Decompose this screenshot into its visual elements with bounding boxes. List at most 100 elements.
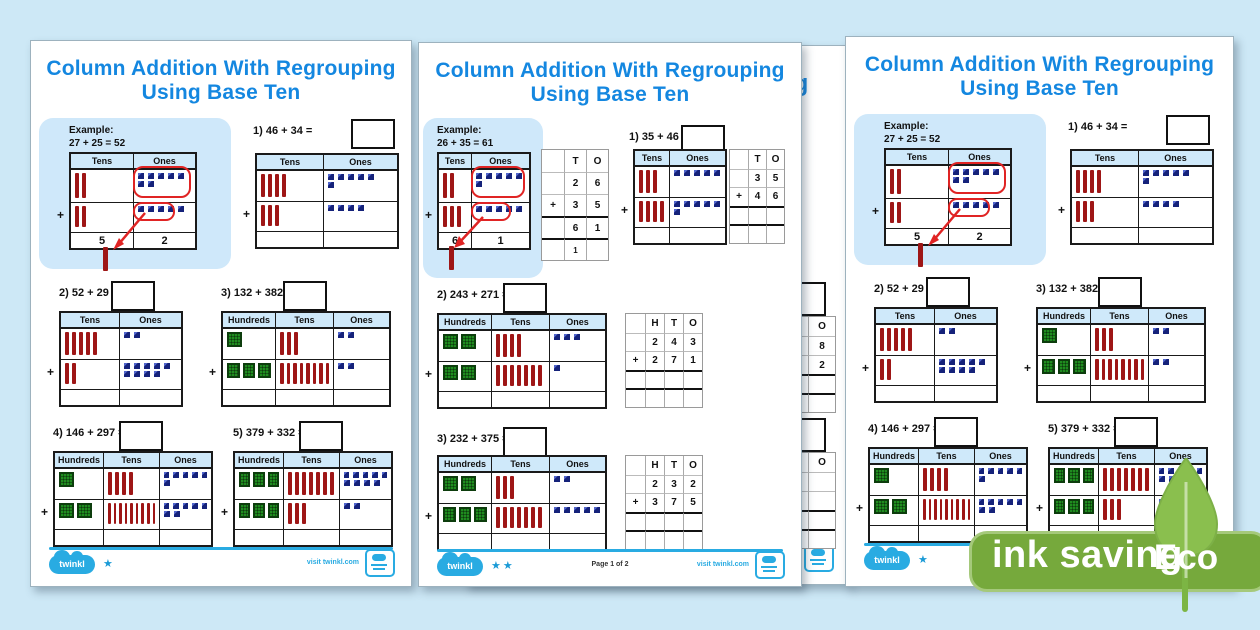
example-equation: 27 + 25 = 52 xyxy=(69,138,126,149)
ten-rod-icon xyxy=(1131,468,1135,491)
base-ten-blocks xyxy=(276,360,333,387)
ten-rod-icon xyxy=(108,503,111,524)
tens-rods xyxy=(1103,499,1150,520)
problem-2-column-grid-cell xyxy=(664,369,683,388)
ones-cubes-row xyxy=(328,205,393,211)
example-column-grid-cell xyxy=(542,172,564,194)
ones-cubes-row xyxy=(953,169,1006,175)
example-cell xyxy=(133,202,195,232)
answer-box xyxy=(503,283,547,313)
base-ten-blocks xyxy=(257,202,323,229)
problem-2-cell xyxy=(876,323,934,355)
hundreds-flats xyxy=(443,476,487,491)
problem-5-cell xyxy=(1050,495,1098,525)
ones-cubes-row xyxy=(138,173,191,179)
regrouped-ten-rod-icon xyxy=(103,247,108,271)
hundred-flat-icon xyxy=(874,499,889,514)
base-ten-blocks xyxy=(670,167,725,179)
ones-cubes-row xyxy=(344,480,387,486)
ten-rod-icon xyxy=(944,468,948,491)
ones-cubes-row xyxy=(124,363,177,369)
tens-rods xyxy=(108,503,156,524)
visit-link-label: visit twinkl.com xyxy=(696,561,749,568)
ten-rod-icon xyxy=(880,359,884,380)
one-cube-icon xyxy=(328,205,334,211)
problem-2-column-grid-cell: 4 xyxy=(664,332,683,351)
ones-cubes-row xyxy=(1143,178,1208,184)
problem-4-cell xyxy=(974,463,1026,495)
tens-rods xyxy=(880,328,930,351)
ones-cubes-row xyxy=(979,507,1022,513)
problem-3-column-grid-cell: 7 xyxy=(664,493,683,512)
problem-2-header-cell: Tens xyxy=(61,313,119,327)
ten-rod-icon xyxy=(524,507,528,528)
ten-rod-icon xyxy=(72,332,76,355)
problem-1-cell xyxy=(1138,197,1212,227)
ten-rod-icon xyxy=(510,476,514,499)
base-ten-blocks xyxy=(61,360,119,387)
ten-rod-icon xyxy=(450,173,454,198)
tens-rods xyxy=(261,174,319,197)
problem-2-column-grid-cell: 2 xyxy=(645,332,664,351)
one-cube-icon xyxy=(997,468,1004,474)
problem-1-column-grid-cell xyxy=(730,205,748,225)
ones-cubes-row xyxy=(164,511,207,517)
problem-1-answer-cell xyxy=(1138,227,1212,243)
problem-1-cell xyxy=(635,197,669,227)
example-column-grid-cell: O xyxy=(586,150,608,172)
tens-rods xyxy=(443,173,467,198)
ones-cubes-row xyxy=(344,503,387,509)
tens-rods xyxy=(1095,359,1144,380)
footer-divider xyxy=(49,547,393,550)
problem-2-answer-cell xyxy=(61,389,119,405)
tens-rods xyxy=(639,201,665,222)
ten-rod-icon xyxy=(72,363,76,384)
problem-2-answer-cell xyxy=(119,389,181,405)
one-cube-icon xyxy=(486,206,492,212)
example-cell xyxy=(133,168,195,202)
ten-rod-icon xyxy=(1097,170,1101,193)
problem-4-cell xyxy=(974,495,1026,525)
problem-label: 2) 52 + 29 = xyxy=(59,287,119,299)
problem-3-column-grid-cell: 3 xyxy=(645,493,664,512)
ten-rod-icon xyxy=(79,332,83,355)
problem-1-table: Tens Ones xyxy=(633,149,727,245)
ten-rod-icon xyxy=(646,201,650,222)
example-column-grid-cell: 5 xyxy=(586,194,608,216)
base-ten-blocks xyxy=(160,469,211,489)
problem-1-column-grid-cell xyxy=(748,205,766,224)
one-cube-icon xyxy=(694,201,700,207)
problem-3-column-grid-cell: + xyxy=(626,493,645,512)
ten-rod-icon xyxy=(299,363,303,384)
one-cube-icon xyxy=(138,206,144,212)
ten-rod-icon xyxy=(503,476,507,499)
problem-3-header-cell: Ones xyxy=(549,457,605,471)
tens-rods xyxy=(890,169,944,194)
ones-cubes-row xyxy=(138,206,191,212)
ones-cubes-row xyxy=(476,173,525,179)
base-ten-blocks xyxy=(472,203,529,215)
plus-sign: + xyxy=(1024,361,1032,375)
problem-2-cell xyxy=(439,361,491,391)
problem-2-header-cell: Tens xyxy=(491,315,549,329)
problem-1-answer-cell xyxy=(323,231,397,247)
ones-cubes-row xyxy=(554,334,601,340)
base-ten-blocks xyxy=(324,171,397,191)
ten-rod-icon xyxy=(950,499,954,520)
tens-rods xyxy=(280,332,329,355)
example-heading: Example: xyxy=(884,121,929,132)
problem-1-answer-cell xyxy=(257,231,323,247)
problem-3-answer-cell xyxy=(223,389,275,405)
problem-2-answer-cell xyxy=(549,391,605,407)
problem-2-column-grid-cell xyxy=(626,332,645,352)
one-cube-icon xyxy=(158,173,164,179)
difficulty-stars-icon: ★ xyxy=(103,558,115,570)
problem-5-cell xyxy=(235,499,283,529)
one-cube-icon xyxy=(328,182,334,188)
base-ten-blocks xyxy=(550,473,605,485)
ten-rod-icon xyxy=(302,503,306,524)
problem-3-cell xyxy=(223,359,275,389)
one-cube-icon xyxy=(348,205,354,211)
problem-1-cell xyxy=(1072,165,1138,197)
problem-3-column-grid-cell xyxy=(626,474,645,494)
